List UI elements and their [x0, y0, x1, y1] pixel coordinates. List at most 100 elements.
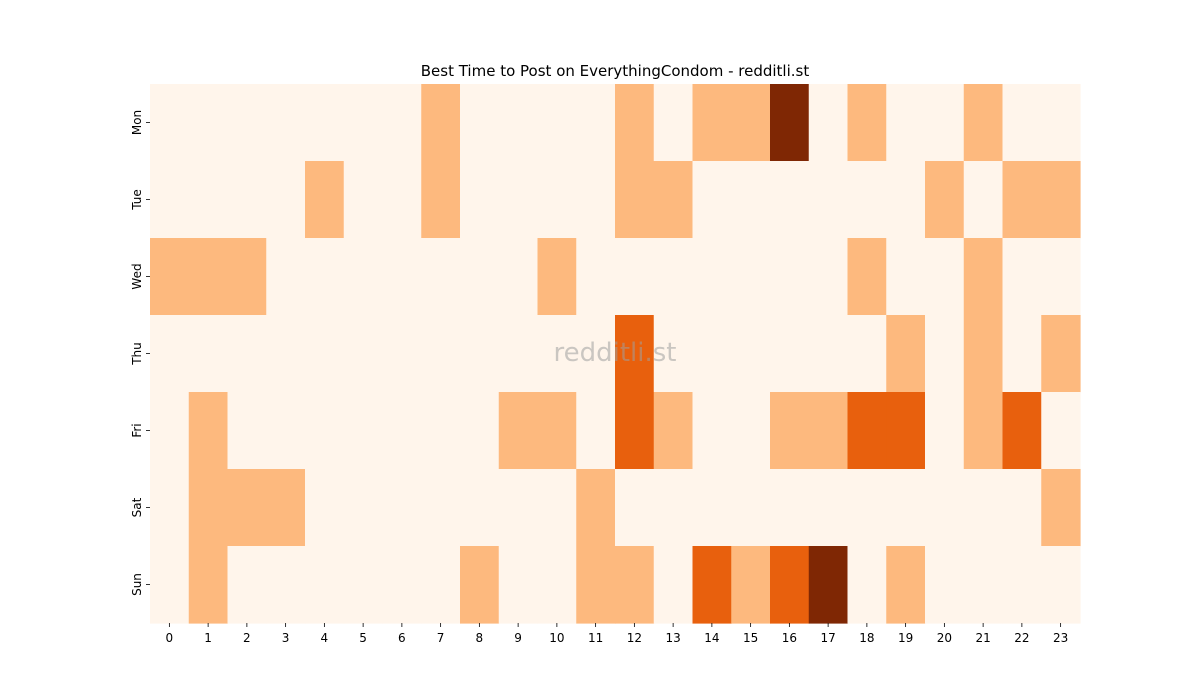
heatmap-cell-fri-7 [421, 392, 461, 470]
heatmap-cell-mon-7 [421, 84, 461, 162]
heatmap-cell-mon-21 [963, 84, 1004, 162]
heatmap-cell-thu-14 [692, 315, 732, 393]
heatmap-cell-mon-14 [692, 84, 732, 162]
heatmap-cell-mon-8 [460, 84, 500, 162]
heatmap-cell-sun-7 [421, 546, 461, 624]
heatmap-cell-thu-10 [537, 315, 577, 393]
x-tick-label-12: 12 [627, 631, 642, 645]
heatmap-cell-tue-13 [653, 161, 694, 239]
x-tick-label-9: 9 [514, 631, 522, 645]
heatmap-cell-sat-23 [1041, 469, 1081, 547]
heatmap-cell-sat-16 [770, 469, 810, 547]
heatmap-cell-wed-8 [460, 238, 500, 316]
heatmap-cell-fri-2 [227, 392, 267, 470]
heatmap-cell-fri-8 [460, 392, 500, 470]
heatmap-cell-fri-15 [731, 392, 771, 470]
heatmap-cell-sat-15 [731, 469, 771, 547]
heatmap-cell-fri-4 [305, 392, 345, 470]
heatmap-cell-mon-2 [227, 84, 267, 162]
heatmap-cell-fri-5 [343, 392, 384, 470]
heatmap-cell-mon-5 [343, 84, 384, 162]
heatmap-cell-sat-10 [537, 469, 577, 547]
heatmap-cell-tue-15 [731, 161, 771, 239]
x-tick-label-19: 19 [898, 631, 913, 645]
heatmap-cell-mon-11 [576, 84, 616, 162]
heatmap-cell-fri-9 [498, 392, 539, 470]
heatmap-cell-sat-4 [305, 469, 345, 547]
heatmap-cell-sat-8 [460, 469, 500, 547]
heatmap-cell-mon-10 [537, 84, 577, 162]
heatmap-cell-thu-12 [615, 315, 655, 393]
y-tick-label-fri: Fri [130, 423, 144, 437]
heatmap-cell-wed-14 [692, 238, 732, 316]
heatmap-cell-wed-5 [343, 238, 384, 316]
heatmap-cell-tue-3 [266, 161, 306, 239]
heatmap-cell-mon-13 [653, 84, 694, 162]
heatmap-cell-sun-1 [188, 546, 229, 624]
heatmap-cell-fri-21 [963, 392, 1004, 470]
heatmap-cell-tue-2 [227, 161, 267, 239]
heatmap-cell-fri-3 [266, 392, 306, 470]
x-tick-label-1: 1 [204, 631, 212, 645]
heatmap-cell-sun-8 [460, 546, 500, 624]
x-tick-label-0: 0 [166, 631, 174, 645]
y-tick-label-wed: Wed [130, 263, 144, 289]
y-tick-label-mon: Mon [130, 110, 144, 135]
heatmap-cell-wed-7 [421, 238, 461, 316]
heatmap-cell-sun-9 [498, 546, 539, 624]
heatmap-cell-fri-6 [382, 392, 422, 470]
heatmap-cell-mon-19 [886, 84, 926, 162]
heatmap-cell-thu-9 [498, 315, 539, 393]
heatmap-cell-sun-12 [615, 546, 655, 624]
heatmap-cell-fri-20 [925, 392, 965, 470]
heatmap-cell-sun-14 [692, 546, 732, 624]
x-tick-label-10: 10 [549, 631, 564, 645]
heatmap-cell-fri-19 [886, 392, 926, 470]
x-tick-label-13: 13 [665, 631, 680, 645]
heatmap-cell-fri-16 [770, 392, 810, 470]
heatmap-cell-sat-20 [925, 469, 965, 547]
heatmap-cell-thu-1 [188, 315, 229, 393]
heatmap-cell-sun-19 [886, 546, 926, 624]
heatmap-cell-sat-19 [886, 469, 926, 547]
heatmap-cell-fri-10 [537, 392, 577, 470]
heatmap-cell-tue-6 [382, 161, 422, 239]
heatmap-cell-fri-11 [576, 392, 616, 470]
x-tick-label-15: 15 [743, 631, 758, 645]
heatmap-cell-mon-3 [266, 84, 306, 162]
heatmap-cell-mon-16 [770, 84, 810, 162]
heatmap-cell-thu-17 [808, 315, 849, 393]
x-axis: 0 1 2 3 4 5 6 7 8 9 10 11 12 13 14 15 16 17 18 19 20 21 22 23 [166, 623, 1068, 645]
heatmap-cell-wed-18 [847, 238, 887, 316]
heatmap-cell-thu-23 [1041, 315, 1081, 393]
heatmap-cell-mon-20 [925, 84, 965, 162]
heatmap-cell-mon-18 [847, 84, 887, 162]
heatmap-cell-wed-10 [537, 238, 577, 316]
heatmap-cell-sun-16 [770, 546, 810, 624]
heatmap-cell-mon-23 [1041, 84, 1081, 162]
heatmap-cell-thu-4 [305, 315, 345, 393]
heatmap-cell-tue-4 [305, 161, 345, 239]
heatmap-cell-sat-7 [421, 469, 461, 547]
heatmap-cell-sun-2 [227, 546, 267, 624]
heatmap-cell-sun-23 [1041, 546, 1081, 624]
heatmap-cell-sat-2 [227, 469, 267, 547]
heatmap-cell-wed-4 [305, 238, 345, 316]
heatmap-cell-mon-15 [731, 84, 771, 162]
heatmap-cell-wed-16 [770, 238, 810, 316]
heatmap-cell-sun-11 [576, 546, 616, 624]
heatmap-cell-fri-0 [150, 392, 190, 470]
heatmap-cell-tue-14 [692, 161, 732, 239]
heatmap-cell-sat-12 [615, 469, 655, 547]
heatmap-cell-wed-22 [1002, 238, 1042, 316]
heatmap-cell-sun-18 [847, 546, 887, 624]
heatmap-cell-sat-0 [150, 469, 190, 547]
x-tick-label-7: 7 [437, 631, 445, 645]
heatmap-cell-thu-15 [731, 315, 771, 393]
heatmap-cell-sun-0 [150, 546, 190, 624]
heatmap-cell-mon-4 [305, 84, 345, 162]
x-tick-label-23: 23 [1053, 631, 1068, 645]
heatmap-cell-mon-17 [808, 84, 849, 162]
heatmap-cell-fri-17 [808, 392, 849, 470]
